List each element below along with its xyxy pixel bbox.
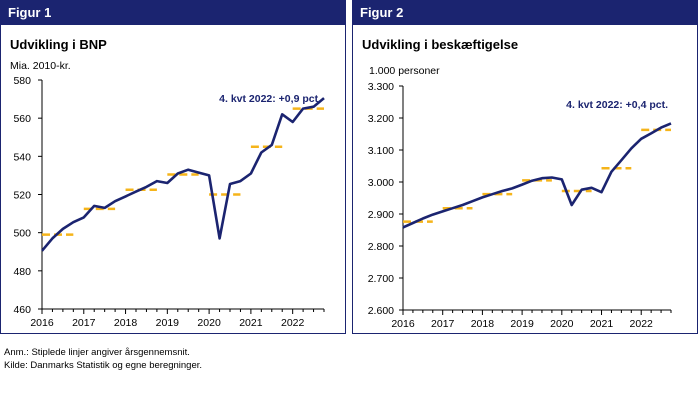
y-tick-label: 580 xyxy=(13,75,31,87)
figure-2-unit-label: 1.000 personer xyxy=(369,65,440,77)
y-tick-label: 500 xyxy=(13,228,31,240)
x-tick-label: 2017 xyxy=(431,318,455,330)
x-tick-label: 2017 xyxy=(72,317,96,329)
y-tick-label: 2.700 xyxy=(368,273,394,285)
series-line xyxy=(41,97,325,252)
figure-2-title: Udvikling i beskæftigelse xyxy=(362,37,519,52)
y-tick-label: 560 xyxy=(13,113,31,125)
y-tick-label: 3.000 xyxy=(368,177,394,189)
x-tick-label: 2016 xyxy=(391,318,415,330)
x-tick-label: 2021 xyxy=(239,317,263,329)
figure-1-label: Figur 1 xyxy=(1,1,345,25)
figure-1-unit-label: Mia. 2010-kr. xyxy=(10,60,71,72)
x-tick-label: 2018 xyxy=(471,318,495,330)
y-tick-label: 480 xyxy=(13,266,31,278)
x-tick-label: 2019 xyxy=(156,317,180,329)
notes: Anm.: Stiplede linjer angiver årsgennems… xyxy=(4,346,202,372)
figure-1-panel: Figur 1 Udvikling i BNP Mia. 2010-kr. 46… xyxy=(0,0,346,334)
y-tick-label: 3.200 xyxy=(368,113,394,125)
x-tick-label: 2022 xyxy=(630,318,654,330)
note-kilde: Kilde: Danmarks Statistik og egne beregn… xyxy=(4,360,203,371)
x-tick-label: 2020 xyxy=(550,318,574,330)
x-tick-label: 2018 xyxy=(114,317,138,329)
figure-2-chart: 2.600 2.700 2.800 2.900 3.000 3.100 3.200 3.300… xyxy=(368,81,672,330)
figure-1-title: Udvikling i BNP xyxy=(10,37,107,52)
note-anm: Anm.: Stiplede linjer angiver årsgennems… xyxy=(4,347,190,358)
figure-2-label: Figur 2 xyxy=(353,1,697,25)
figure-1-chart: 460 480 500 520 540 560 580 2016 2017 2018 2019 202… xyxy=(13,75,325,329)
y-tick-label: 2.600 xyxy=(368,305,394,317)
series-line xyxy=(402,122,672,229)
y-tick-label: 3.300 xyxy=(368,81,394,93)
y-tick-label: 540 xyxy=(13,151,31,163)
x-tick-label: 2016 xyxy=(30,317,54,329)
chart-annotation: 4. kvt 2022: +0,9 pct. xyxy=(219,93,321,105)
x-tick-label: 2022 xyxy=(281,317,305,329)
y-tick-label: 3.100 xyxy=(368,145,394,157)
chart-annotation: 4. kvt 2022: +0,4 pct. xyxy=(566,99,668,111)
x-tick-label: 2021 xyxy=(590,318,614,330)
x-tick-label: 2020 xyxy=(197,317,221,329)
x-tick-label: 2019 xyxy=(510,318,534,330)
y-tick-label: 2.800 xyxy=(368,241,394,253)
y-tick-label: 460 xyxy=(13,304,31,316)
y-tick-label: 520 xyxy=(13,190,31,202)
figure-2-panel: Figur 2 Udvikling i beskæftigelse 1.000 … xyxy=(352,0,698,334)
y-tick-label: 2.900 xyxy=(368,209,394,221)
